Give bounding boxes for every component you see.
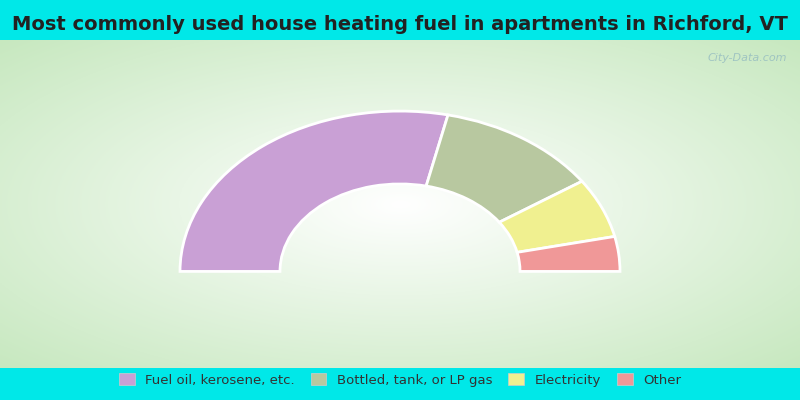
Wedge shape [499,181,614,252]
Wedge shape [517,236,620,272]
Wedge shape [426,115,582,222]
Text: Most commonly used house heating fuel in apartments in Richford, VT: Most commonly used house heating fuel in… [12,14,788,34]
Wedge shape [180,111,448,272]
Text: City-Data.com: City-Data.com [708,53,787,63]
Legend: Fuel oil, kerosene, etc., Bottled, tank, or LP gas, Electricity, Other: Fuel oil, kerosene, etc., Bottled, tank,… [118,373,682,387]
